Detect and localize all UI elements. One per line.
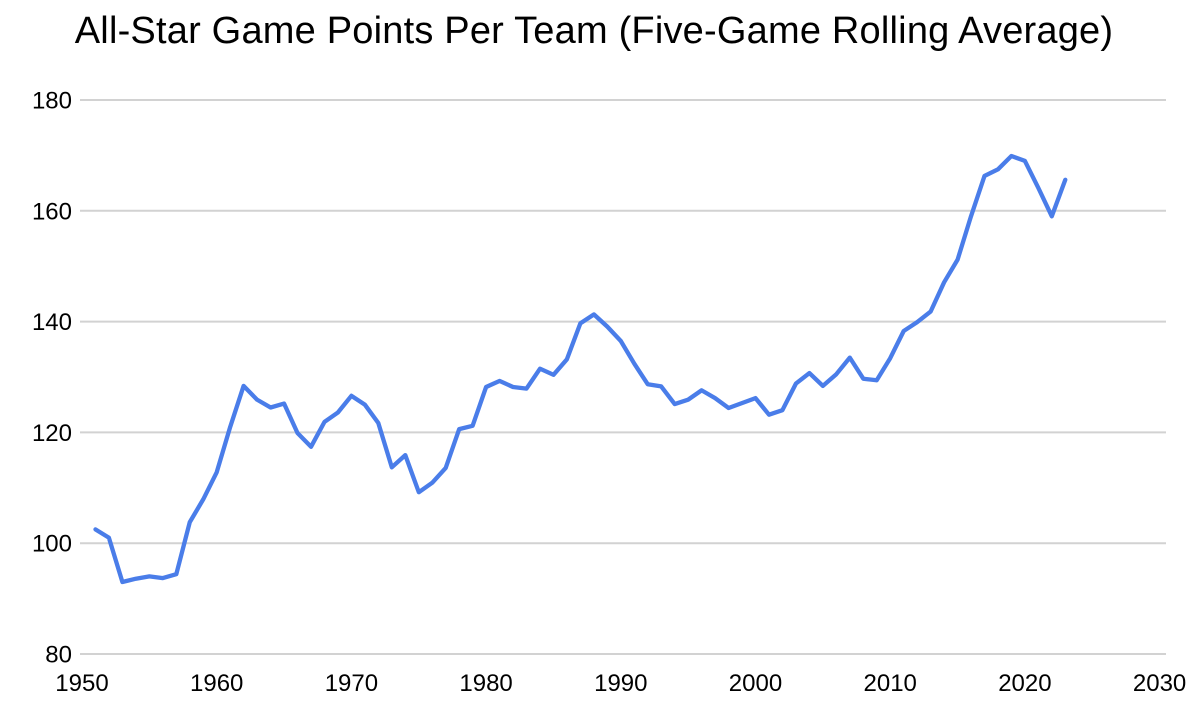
x-axis-tick-label: 1990 — [594, 670, 647, 697]
x-axis-tick-label: 2020 — [998, 670, 1051, 697]
y-axis-tick-label: 140 — [32, 309, 72, 336]
x-axis-tick-label: 1950 — [55, 670, 108, 697]
x-axis-tick-label: 1980 — [459, 670, 512, 697]
x-axis-tick-label: 2030 — [1133, 670, 1186, 697]
y-axis-tick-label: 160 — [32, 198, 72, 225]
y-axis-tick-label: 120 — [32, 420, 72, 447]
rolling-average-line-series — [93, 153, 1068, 585]
x-axis-tick-label: 1970 — [325, 670, 378, 697]
x-axis-tick-label: 2010 — [864, 670, 917, 697]
y-axis-tick-label: 100 — [32, 531, 72, 558]
y-axis-tick-label: 180 — [32, 88, 72, 115]
x-axis-tick-label: 1960 — [190, 670, 243, 697]
y-axis-tick-label: 80 — [45, 642, 72, 669]
x-axis-tick-label: 2000 — [729, 670, 782, 697]
chart-title: All-Star Game Points Per Team (Five-Game… — [74, 10, 1114, 52]
